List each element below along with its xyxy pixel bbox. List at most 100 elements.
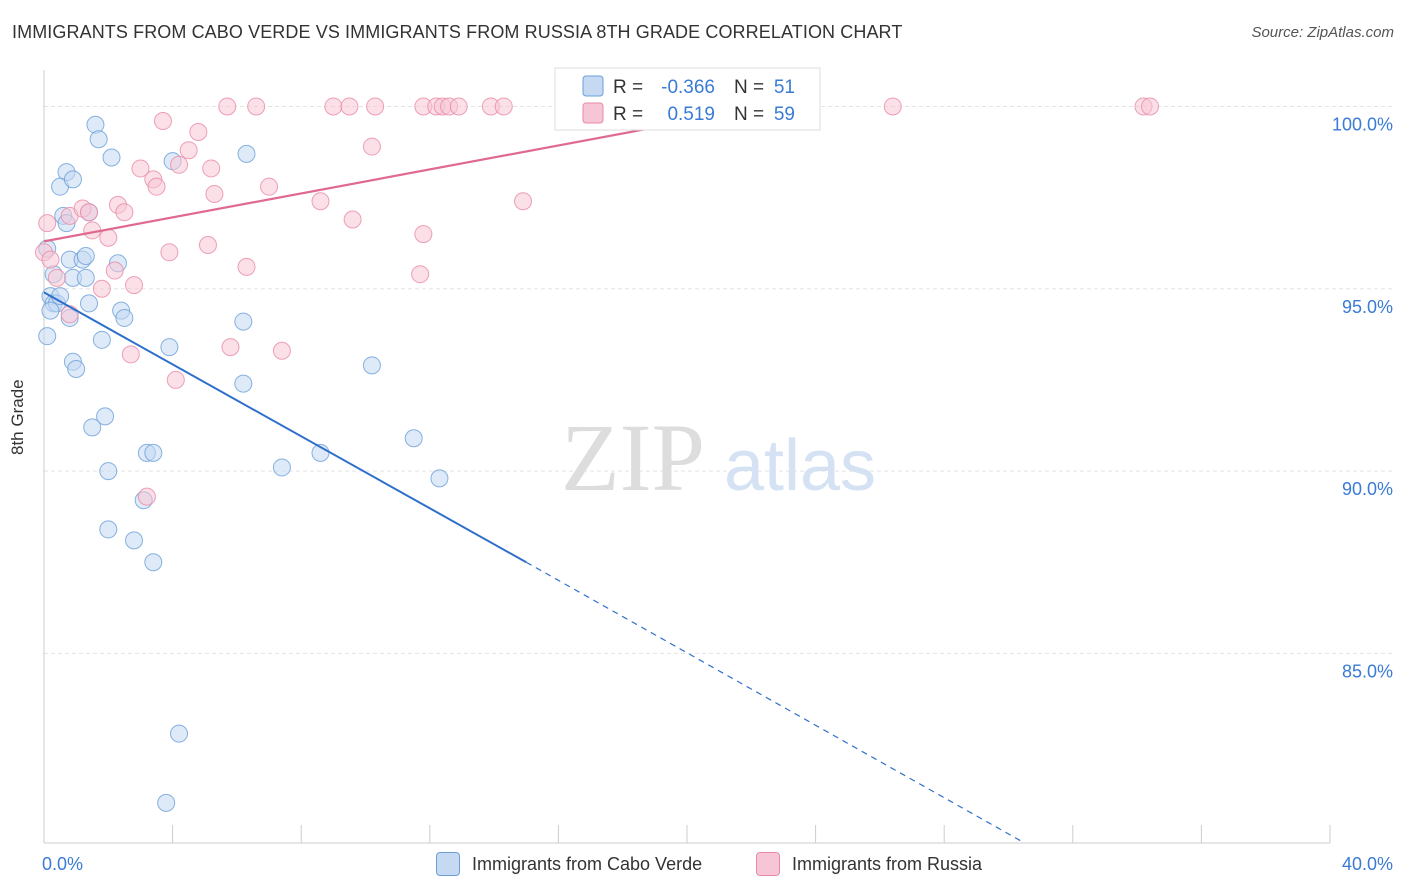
point-russia xyxy=(343,210,362,229)
point-russia xyxy=(99,228,118,247)
point-cabo-verde xyxy=(160,338,179,357)
point-russia xyxy=(411,265,430,284)
trend-line-cabo-verde xyxy=(43,291,527,564)
point-russia xyxy=(60,305,79,324)
point-russia xyxy=(202,159,221,178)
point-russia xyxy=(366,97,385,116)
point-cabo-verde xyxy=(102,148,121,167)
point-russia xyxy=(80,203,99,222)
point-cabo-verde xyxy=(86,115,105,134)
point-cabo-verde xyxy=(170,724,189,743)
y-tick-label: 95.0% xyxy=(1342,297,1393,317)
point-russia xyxy=(218,97,237,116)
point-russia xyxy=(449,97,468,116)
stats-r-label-russia: R = xyxy=(613,104,643,125)
point-russia xyxy=(125,276,144,295)
chart-title: IMMIGRANTS FROM CABO VERDE VS IMMIGRANTS… xyxy=(12,22,903,42)
point-russia xyxy=(105,261,124,280)
stats-n-value-cabo-verde: 51 xyxy=(774,77,795,98)
point-russia xyxy=(189,122,208,141)
point-cabo-verde xyxy=(99,520,118,539)
point-cabo-verde xyxy=(234,374,253,393)
point-cabo-verde xyxy=(76,246,95,265)
point-russia xyxy=(205,184,224,203)
point-cabo-verde xyxy=(237,144,256,163)
point-russia xyxy=(115,203,134,222)
point-cabo-verde xyxy=(125,531,144,550)
point-cabo-verde xyxy=(76,268,95,287)
legend-item-russia[interactable]: Immigrants from Russia xyxy=(756,852,982,876)
tick-labels: 85.0% 90.0% 95.0% 100.0% 0.0% 40.0% xyxy=(42,114,1393,874)
point-cabo-verde xyxy=(99,462,118,481)
point-russia xyxy=(198,236,217,255)
point-russia xyxy=(92,279,111,298)
point-cabo-verde xyxy=(83,418,102,437)
point-cabo-verde xyxy=(63,170,82,189)
point-russia xyxy=(311,192,330,211)
point-russia xyxy=(121,345,140,364)
point-cabo-verde xyxy=(234,312,253,331)
point-russia xyxy=(47,268,66,287)
point-russia xyxy=(237,257,256,276)
stats-r-label-cabo-verde: R = xyxy=(613,77,643,98)
point-russia xyxy=(153,112,172,131)
legend-label-russia: Immigrants from Russia xyxy=(792,853,983,874)
point-russia xyxy=(414,225,433,244)
point-cabo-verde xyxy=(430,469,449,488)
point-russia xyxy=(147,177,166,196)
point-russia xyxy=(160,243,179,262)
stats-swatch-cabo-verde xyxy=(582,75,604,97)
x-tick-label-min: 0.0% xyxy=(42,854,83,874)
point-cabo-verde xyxy=(157,793,176,812)
point-cabo-verde xyxy=(404,429,423,448)
point-russia xyxy=(247,97,266,116)
y-axis-label: 8th Grade xyxy=(8,379,27,455)
watermark: ZIP atlas xyxy=(561,404,876,511)
point-russia xyxy=(1140,97,1159,116)
point-russia xyxy=(362,137,381,156)
trend-lines xyxy=(43,105,1025,844)
trend-line-cabo-verde-extrapolated xyxy=(525,561,1025,844)
point-russia xyxy=(494,97,513,116)
point-cabo-verde xyxy=(144,443,163,462)
stats-legend: R = -0.366 N = 51 R = 0.519 N = 59 xyxy=(554,67,821,131)
point-russia xyxy=(221,338,240,357)
point-cabo-verde xyxy=(38,327,57,346)
stats-n-value-russia: 59 xyxy=(774,104,795,125)
watermark-atlas: atlas xyxy=(724,426,876,506)
point-cabo-verde xyxy=(362,356,381,375)
point-russia xyxy=(170,155,189,174)
legend-label-cabo-verde: Immigrants from Cabo Verde xyxy=(472,853,703,874)
y-tick-label: 100.0% xyxy=(1332,114,1393,134)
point-cabo-verde xyxy=(96,407,115,426)
legend-item-cabo-verde[interactable]: Immigrants from Cabo Verde xyxy=(436,852,702,876)
series-cabo-verde-points xyxy=(38,115,449,812)
y-tick-label: 90.0% xyxy=(1342,479,1393,499)
x-tick-label-max: 40.0% xyxy=(1342,854,1393,874)
point-cabo-verde xyxy=(80,294,99,313)
stats-r-value-cabo-verde: -0.366 xyxy=(661,77,715,98)
point-russia xyxy=(179,141,198,160)
point-russia xyxy=(883,97,902,116)
point-cabo-verde xyxy=(89,130,108,149)
point-russia xyxy=(41,250,60,269)
point-russia xyxy=(38,214,57,233)
stats-swatch-russia xyxy=(582,102,604,124)
stats-r-value-russia: 0.519 xyxy=(667,104,715,125)
point-cabo-verde xyxy=(41,301,60,320)
point-russia xyxy=(514,192,533,211)
legend-swatch-cabo-verde xyxy=(436,852,460,876)
point-cabo-verde xyxy=(92,330,111,349)
point-cabo-verde xyxy=(144,553,163,572)
point-russia xyxy=(137,487,156,506)
watermark-zip: ZIP xyxy=(561,404,705,511)
point-cabo-verde xyxy=(115,308,134,327)
point-cabo-verde xyxy=(67,359,86,378)
point-russia xyxy=(131,159,150,178)
stats-n-label-russia: N = xyxy=(734,104,764,125)
axes xyxy=(43,70,1331,844)
point-russia xyxy=(324,97,343,116)
stats-n-label-cabo-verde: N = xyxy=(734,77,764,98)
point-russia xyxy=(272,341,291,360)
